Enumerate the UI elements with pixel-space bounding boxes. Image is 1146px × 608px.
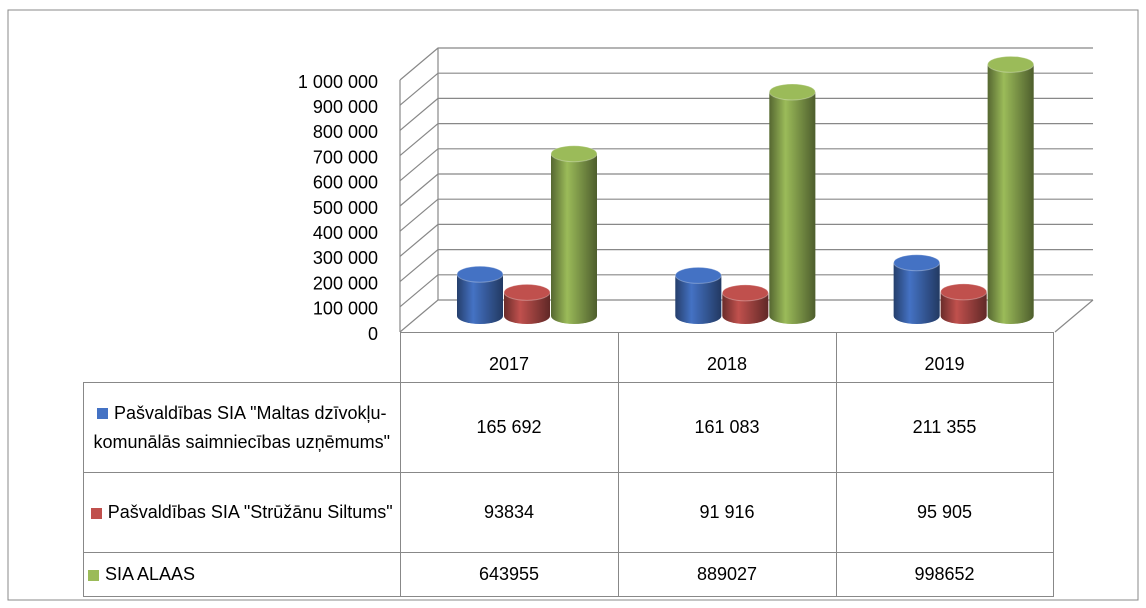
legend-label: Pašvaldības SIA "Strūžānu Siltums" (107, 502, 393, 522)
data-table: 2017 2018 2019 Pašvaldības SIA "Maltas dzīv… (83, 332, 1054, 597)
cylinder (503, 283, 551, 324)
y-tick-label: 800 000 (313, 122, 378, 142)
grid-line (399, 72, 1093, 106)
bar-shade (675, 275, 722, 324)
cylinder (768, 83, 816, 324)
legend-label: SIA ALAAS (105, 564, 196, 584)
data-cell: 91 916 (617, 472, 837, 553)
floor-edge (1054, 299, 1094, 333)
bar-top (893, 254, 941, 272)
legend-cell: SIA ALAAS (83, 552, 401, 597)
y-tick-label: 500 000 (313, 198, 378, 218)
bar-shade (504, 292, 550, 324)
y-tick-label: 300 000 (313, 248, 378, 268)
cylinder (893, 254, 941, 324)
header-row: 2017 2018 2019 (83, 332, 1054, 383)
bar-top (768, 83, 816, 101)
legend-swatch (90, 507, 102, 519)
y-tick-label: 900 000 (313, 97, 378, 117)
chart-border (7, 9, 1139, 601)
bar-top (721, 284, 769, 302)
data-cell: 211 355 (835, 382, 1054, 473)
bar-top (456, 265, 504, 283)
bar-top (550, 145, 598, 163)
series-row: Pašvaldības SIA "Maltas dzīvokļu-komunāl… (83, 382, 1054, 473)
bar-top (940, 283, 988, 301)
category-label: 2018 (617, 332, 837, 383)
grid-line (399, 148, 1093, 182)
cylinder (987, 55, 1035, 324)
grid-line (399, 223, 1093, 257)
grid-line (399, 47, 1093, 81)
cylinder (550, 145, 598, 324)
y-tick-label: 700 000 (313, 147, 378, 167)
grid-line (399, 274, 1093, 308)
y-tick-label: 400 000 (313, 223, 378, 243)
cylinder (721, 284, 769, 324)
data-cell: 889027 (617, 552, 837, 597)
bar-shade (551, 153, 597, 324)
bar-shade (893, 262, 940, 324)
cylinder (674, 266, 722, 324)
y-tick-label: 100 000 (313, 299, 378, 319)
legend-cell: Pašvaldības SIA "Strūžānu Siltums" (83, 472, 401, 553)
legend-swatch (96, 408, 108, 420)
legend-swatch (88, 569, 99, 581)
y-tick-label: 200 000 (313, 273, 378, 293)
series-row: Pašvaldības SIA "Strūžānu Siltums" 93834 9… (83, 472, 1054, 553)
data-cell: 998652 (835, 552, 1054, 597)
data-cell: 95 905 (835, 472, 1054, 553)
legend-cell: Pašvaldības SIA "Maltas dzīvokļu-komunāl… (83, 382, 401, 473)
category-label: 2017 (399, 332, 619, 383)
grid-line (399, 173, 1093, 207)
bar-top (674, 266, 722, 284)
grid-line (399, 198, 1093, 232)
grid-line (399, 299, 1093, 333)
blank-cell (83, 332, 401, 383)
cylinder (456, 265, 504, 324)
legend-label: Pašvaldības SIA "Maltas dzīvokļu-komunāl… (93, 402, 391, 452)
bar-top (503, 283, 551, 301)
bar-shade (457, 274, 503, 324)
series-row: SIA ALAAS 643955 889027 998652 (83, 552, 1054, 597)
data-cell: 643955 (399, 552, 619, 597)
data-cell: 93834 (399, 472, 619, 553)
y-tick-label: 600 000 (313, 173, 378, 193)
bar-shade (769, 91, 816, 324)
cylinder (940, 283, 988, 324)
bar-shade (940, 291, 987, 324)
grid-line (399, 123, 1093, 157)
y-tick-label: 1 000 000 (298, 72, 378, 92)
bar-top (987, 55, 1035, 73)
category-label: 2019 (835, 332, 1054, 383)
data-cell: 165 692 (399, 382, 619, 473)
bar-shade (987, 64, 1034, 324)
grid-line (399, 97, 1093, 131)
bar-shade (722, 292, 769, 324)
data-cell: 161 083 (617, 382, 837, 473)
grid-line (399, 249, 1093, 283)
